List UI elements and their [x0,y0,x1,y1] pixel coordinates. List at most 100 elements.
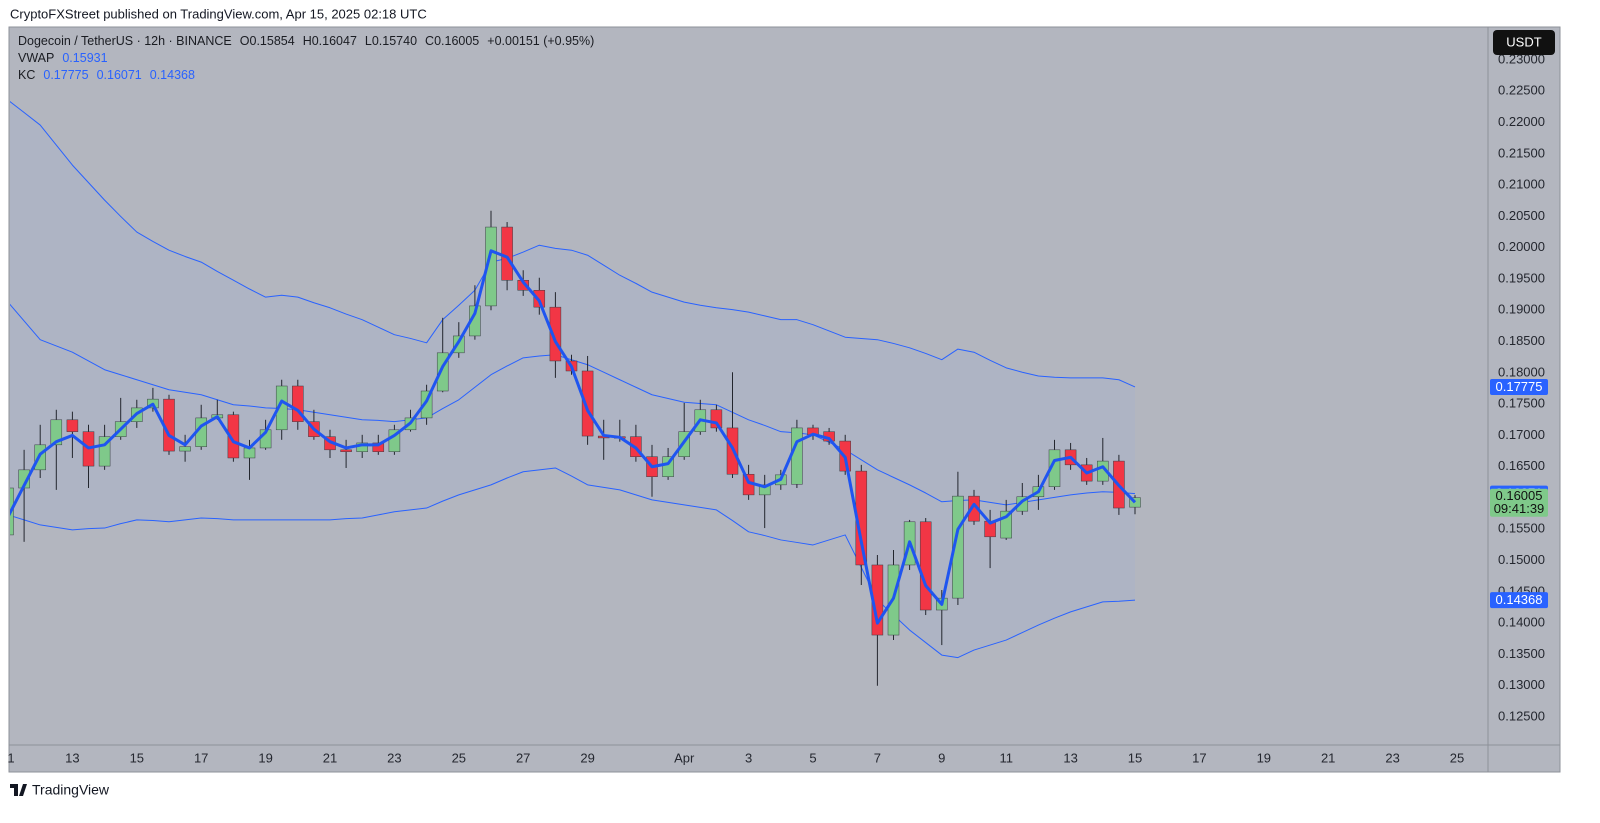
x-tick-label: 19 [1257,750,1271,765]
y-tick-label: 0.15500 [1498,521,1545,536]
kc-legend: KC 0.17775 0.16071 0.14368 [18,68,195,82]
y-tick-label: 0.18500 [1498,333,1545,348]
x-tick-label: 13 [65,750,79,765]
x-tick-label: 5 [809,750,816,765]
y-tick-label: 0.18000 [1498,364,1545,379]
candle-body [179,446,191,452]
candle-body [275,385,288,431]
countdown: 09:41:39 [1494,501,1545,516]
candle-body [98,436,111,467]
currency-button[interactable] [1493,30,1555,55]
x-tick-label: 17 [194,750,208,765]
price-badge [1490,378,1548,395]
x-tick-label: 25 [452,750,466,765]
symbol-title: Dogecoin / TetherUS · 12h · BINANCE [18,34,232,48]
x-tick-label: 23 [387,750,401,765]
legend-value: 0.15931 [62,51,108,65]
x-tick-label: 11 [999,750,1013,765]
ohlc-close: C0.16005 [425,34,480,48]
candle-body [243,447,256,459]
y-tick-label: 0.17500 [1498,396,1545,411]
x-tick-label: 23 [1385,750,1399,765]
y-tick-label: 0.17000 [1498,427,1545,442]
ohlc-low: L0.15740 [364,34,418,48]
x-tick-label: 13 [1063,750,1077,765]
ohlc-change: +0.00151 (+0.95%) [487,34,595,48]
x-tick-label: Apr [674,750,695,765]
y-tick-label: 0.20000 [1498,239,1545,254]
candle-body [549,306,562,362]
price-badge [1490,592,1548,609]
candle-body [791,427,803,485]
x-tick-label: 21 [323,750,337,765]
x-tick-label: 19 [258,750,272,765]
y-tick-label: 0.22000 [1498,114,1545,129]
x-tick-label: 1 [7,750,14,765]
kc-line [10,467,1136,659]
legend-value: 0.17775 [43,68,89,82]
axes: 0.125000.130000.135000.140000.145000.150… [7,51,1548,765]
candle-body [710,409,723,429]
symbol-row: Dogecoin / TetherUS · 12h · BINANCE O0.1… [18,34,594,48]
plot-area [10,100,1141,686]
price-badge-label: 0.17775 [1496,379,1543,394]
candle-body [758,484,771,496]
y-tick-label: 0.21500 [1498,145,1545,160]
candle-body [372,442,385,452]
candle-body [227,414,240,459]
currency-label[interactable]: USDT [1506,34,1541,49]
x-tick-label: 15 [130,750,144,765]
candle-body [1000,510,1012,539]
x-tick-label: 7 [874,750,881,765]
price-badge-label: 0.14368 [1496,592,1543,607]
candle-body [919,521,932,611]
y-tick-label: 0.19500 [1498,270,1545,285]
candle-body [952,495,964,599]
x-tick-label: 29 [580,750,594,765]
y-tick-label: 0.13000 [1498,677,1545,692]
vwap-legend: VWAP 0.15931 [18,51,108,65]
ohlc-open: O0.15854 [239,34,295,48]
candle-body [388,429,401,452]
y-tick-label: 0.12500 [1498,708,1545,723]
y-tick-label: 0.23000 [1498,51,1545,66]
x-tick-label: 17 [1192,750,1206,765]
x-tick-label: 3 [745,750,752,765]
brand: TradingView [32,782,110,798]
candle-body [436,352,449,392]
last-price-label: 0.16005 [1496,488,1543,503]
x-tick-label: 21 [1321,750,1335,765]
y-tick-label: 0.21000 [1498,177,1545,192]
candle-body [66,419,79,432]
candle-body [1129,497,1141,508]
candle-body [501,226,513,281]
brand-logo [10,784,27,796]
kc-line [10,100,1136,388]
y-tick-label: 0.20500 [1498,208,1545,223]
candle-body [420,390,433,419]
y-tick-label: 0.19000 [1498,302,1545,317]
y-tick-label: 0.22500 [1498,83,1545,98]
y-tick-label: 0.13500 [1498,646,1545,661]
candle-body [453,335,465,354]
publisher: CryptoFXStreet published on TradingView.… [10,6,427,21]
candle-body [340,449,352,452]
y-tick-label: 0.15000 [1498,552,1545,567]
candle-body [662,456,674,477]
candle-body [292,385,304,422]
kc-band-fill [10,101,1135,658]
y-tick-label: 0.16500 [1498,458,1545,473]
legend-label: KC [18,68,36,82]
x-tick-label: 15 [1128,750,1142,765]
legend-value: 0.14368 [149,68,195,82]
last-price-badge [1490,488,1548,517]
x-tick-label: 27 [516,750,530,765]
ohlc-high: H0.16047 [302,34,357,48]
candle-body [50,419,63,446]
x-tick-label: 9 [938,750,945,765]
x-tick-label: 25 [1450,750,1464,765]
legend-label: VWAP [18,51,55,65]
vwap-line [10,249,1137,625]
